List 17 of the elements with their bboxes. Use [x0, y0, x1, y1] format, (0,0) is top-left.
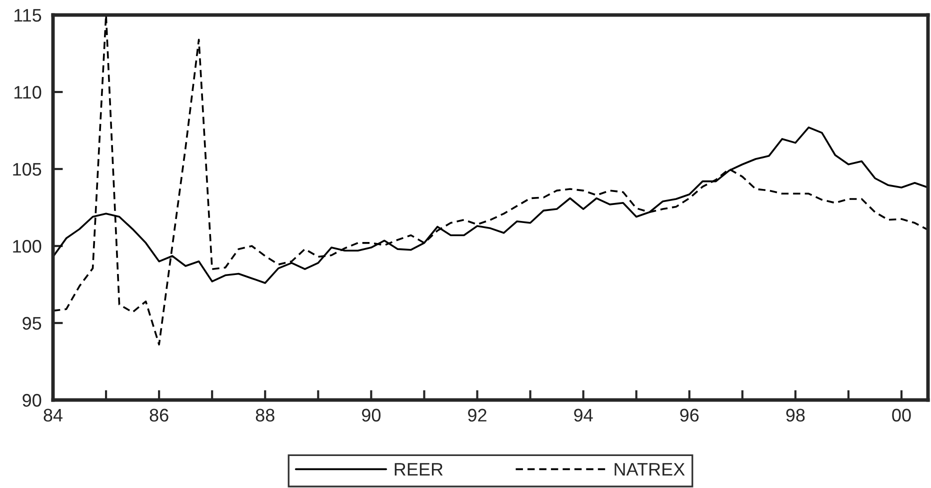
x-tick-label: 96 — [680, 408, 699, 422]
x-tick-label: 90 — [362, 408, 381, 422]
y-tick-label: 110 — [14, 86, 42, 99]
x-tick-label: 00 — [892, 408, 911, 422]
y-tick-label: 115 — [14, 9, 42, 22]
y-tick-label: 95 — [22, 316, 42, 330]
text: NATREX — [614, 463, 685, 476]
x-tick-label: 86 — [150, 408, 168, 422]
x-tick-label: 98 — [786, 408, 805, 422]
x-tick-label: 92 — [468, 408, 486, 422]
y-tick-label: 90 — [22, 394, 42, 407]
x-tick-label: 88 — [256, 408, 274, 422]
x-tick-label: 84 — [44, 408, 63, 422]
y-tick-label: 100 — [13, 240, 42, 253]
legend-label: REER — [394, 463, 443, 476]
y-tick-label: 105 — [13, 162, 42, 176]
x-tick-label: 94 — [574, 408, 593, 422]
